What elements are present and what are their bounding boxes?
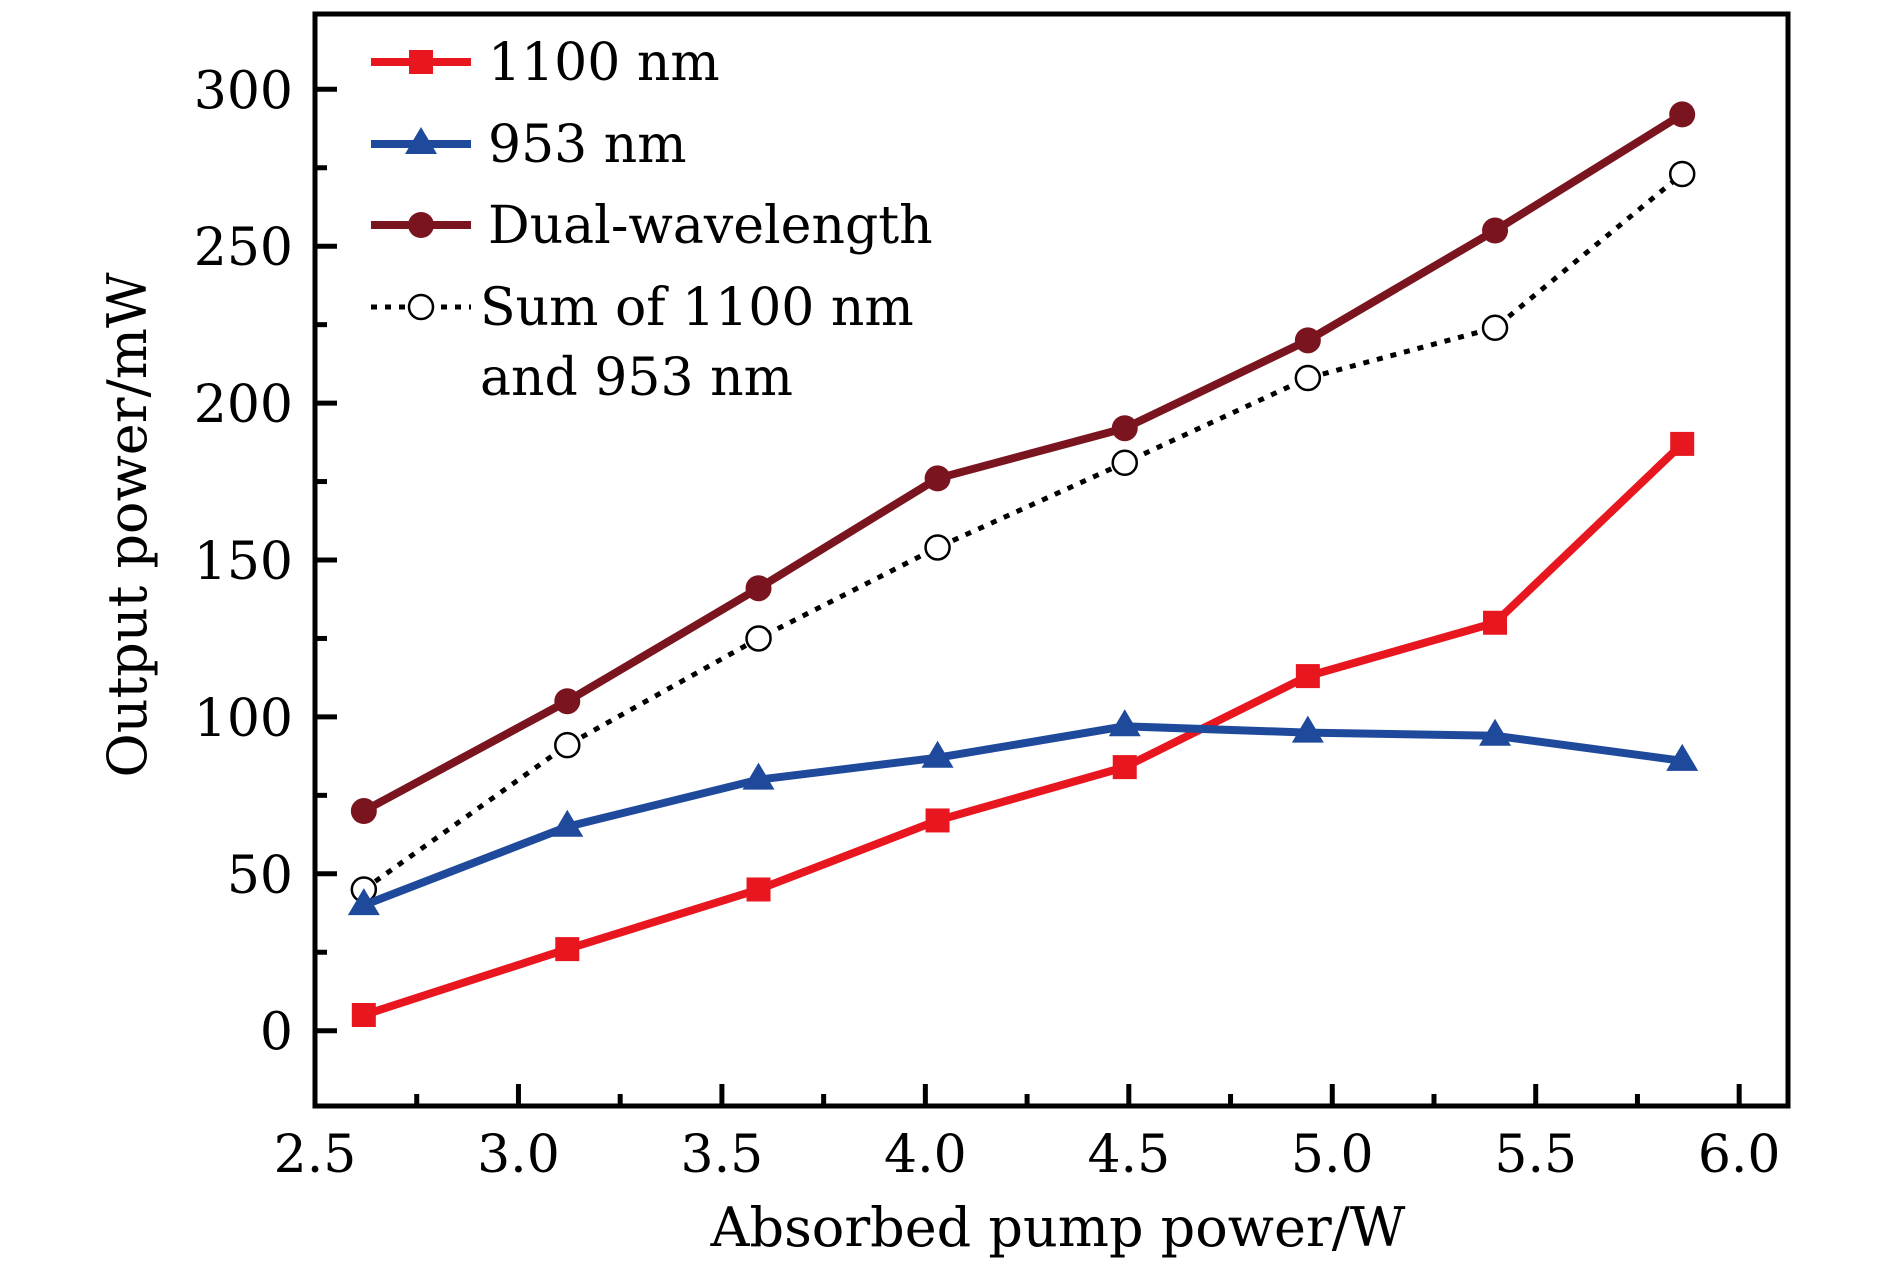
data-point	[742, 762, 775, 790]
data-point	[1670, 431, 1695, 456]
x-tick-label: 5.5	[1494, 1125, 1577, 1185]
legend-label: 953 nm	[488, 115, 687, 175]
legend: 1100 nm 953 nm Dual-wavelength Sum of 1100 …	[371, 33, 933, 408]
data-point	[1295, 664, 1320, 689]
data-point	[924, 465, 951, 492]
data-point	[746, 877, 771, 902]
data-point	[745, 575, 772, 602]
data-point	[350, 798, 377, 825]
legend-marker	[407, 293, 435, 321]
x-tick-label: 6.0	[1698, 1125, 1781, 1185]
data-point	[1294, 327, 1321, 354]
data-point	[1112, 755, 1137, 780]
tick-labels-layer: 2.5 3.0 3.5 4.0 4.5 5.0 5.5 6.0 0 50 100 150 200 250 3…	[194, 61, 1781, 1185]
data-point	[745, 625, 772, 652]
data-point	[1291, 715, 1324, 743]
x-tick-label: 5.0	[1291, 1125, 1374, 1185]
y-tick-label: 250	[194, 218, 293, 278]
legend-item-sum-of-1100-nm-and-953-nm: Sum of 1100 nm and 953 nm	[371, 278, 914, 408]
legend-marker	[405, 127, 437, 154]
data-point	[1669, 101, 1696, 128]
data-point	[1482, 217, 1509, 244]
data-point	[1294, 364, 1322, 392]
x-tick-label: 4.5	[1087, 1125, 1170, 1185]
plot-frame	[312, 11, 1791, 1109]
series-953-nm	[347, 709, 1699, 916]
series-dual-wavelength	[350, 101, 1696, 825]
x-tick-label: 3.0	[477, 1125, 560, 1185]
data-point	[925, 808, 950, 833]
data-point	[551, 809, 584, 837]
data-point	[1483, 610, 1508, 635]
legend-label: Dual-wavelength	[488, 196, 933, 256]
series-layer	[347, 101, 1699, 1027]
data-point	[924, 534, 951, 561]
x-tick-label: 2.5	[274, 1125, 357, 1185]
legend-label: and 953 nm	[480, 348, 793, 408]
data-point	[351, 1003, 376, 1027]
data-point	[554, 731, 581, 759]
ticks-layer	[312, 86, 1742, 1106]
series-1100-nm	[351, 431, 1695, 1027]
legend-label: Sum of 1100 nm	[480, 278, 914, 338]
series-line-dual-wavelength	[361, 111, 1685, 815]
x-tick-label: 3.5	[681, 1125, 764, 1185]
legend-marker	[409, 50, 433, 74]
y-axis-label: Output power/mW	[96, 272, 159, 777]
data-point	[921, 740, 954, 768]
y-tick-label: 0	[260, 1003, 293, 1063]
data-point	[1479, 718, 1512, 746]
data-point	[554, 688, 581, 715]
data-point	[1668, 160, 1696, 188]
data-point	[1111, 449, 1138, 476]
legend-label: 1100 nm	[488, 33, 720, 93]
legend-item-953-nm: 953 nm	[371, 115, 687, 175]
y-tick-label: 50	[227, 846, 293, 906]
legend-marker	[408, 212, 434, 238]
x-axis-label: Absorbed pump power/W	[710, 1196, 1406, 1259]
data-point	[1111, 415, 1138, 442]
y-tick-label: 150	[194, 532, 293, 592]
y-tick-label: 200	[194, 375, 293, 435]
data-point	[1108, 709, 1141, 737]
data-point	[1666, 743, 1699, 771]
series-line-953-nm	[362, 722, 1683, 909]
series-line-1100-nm	[362, 441, 1685, 1019]
data-point	[1481, 314, 1509, 342]
y-tick-label: 300	[194, 61, 293, 121]
series-line-sum-of-1100-nm-and-953-nm	[362, 172, 1684, 892]
data-point	[347, 888, 380, 916]
legend-item-1100-nm: 1100 nm	[371, 33, 720, 93]
series-sum-of-1100-nm-and-953-nm	[350, 160, 1696, 903]
data-point	[555, 937, 580, 962]
x-tick-label: 4.0	[884, 1125, 967, 1185]
y-tick-label: 100	[194, 689, 293, 749]
legend-item-dual-wavelength: Dual-wavelength	[371, 196, 933, 256]
